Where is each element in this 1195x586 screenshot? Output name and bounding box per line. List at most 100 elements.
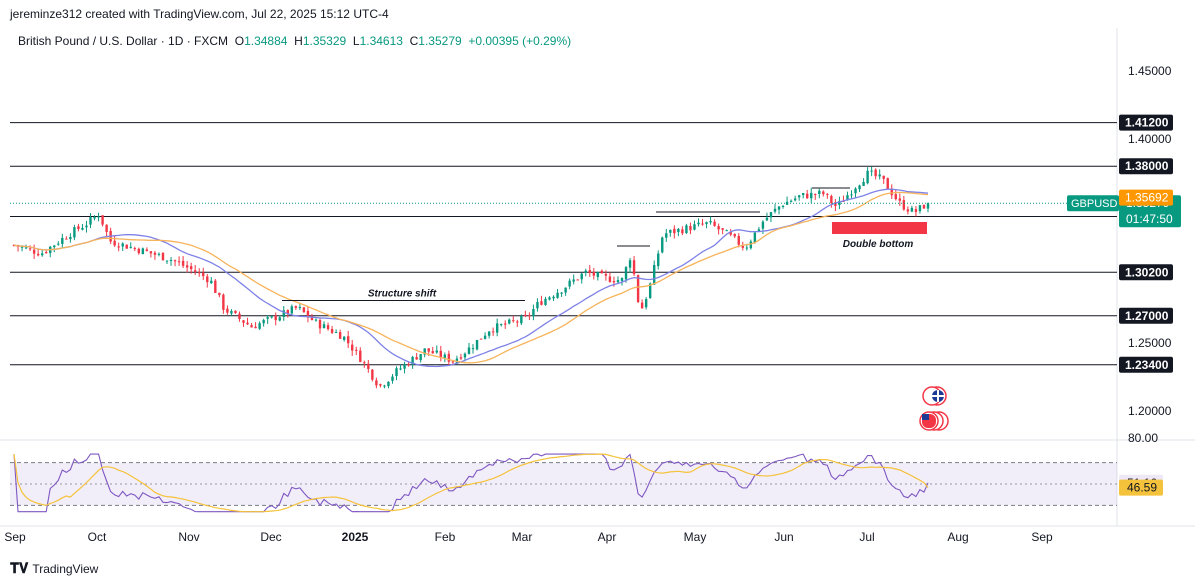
candle-body: [568, 280, 571, 287]
candle-body: [528, 315, 531, 317]
candle-body: [862, 181, 865, 186]
candle-body: [165, 260, 169, 262]
candle-body: [129, 246, 132, 248]
candle-body: [737, 236, 740, 245]
candle-body: [77, 226, 80, 229]
candle-body: [729, 231, 732, 235]
candle-body: [592, 271, 596, 276]
candle-body: [552, 296, 555, 299]
candle-body: [20, 246, 24, 248]
candle-body: [246, 322, 249, 325]
candle-body: [375, 380, 378, 386]
candle-body: [367, 363, 370, 369]
candle-body: [298, 307, 302, 309]
candle-body: [850, 194, 853, 196]
candle-body: [600, 270, 604, 274]
candle-body: [294, 306, 298, 308]
low-label: L: [352, 34, 360, 48]
rsi-line: [13, 453, 929, 513]
candle-body: [693, 224, 696, 230]
candle-body: [733, 233, 736, 237]
candle-body: [834, 202, 837, 206]
double-bottom-zone: [832, 222, 927, 234]
candle-body: [125, 244, 128, 249]
candle-body: [524, 314, 527, 316]
countdown-label: 01:47:50: [1126, 212, 1173, 226]
close-value: 1.35279: [418, 34, 462, 48]
structure-shift-label: Structure shift: [368, 288, 437, 299]
candle-body: [57, 243, 60, 245]
candle-body: [431, 351, 434, 354]
candle-body: [677, 228, 680, 233]
footer: 𝐓𝐕 TradingView: [10, 560, 98, 577]
rsi-ma-label: 46.59: [1127, 481, 1157, 495]
candle-body: [661, 237, 664, 253]
candle-body: [556, 292, 559, 298]
level-badge: [1119, 158, 1173, 175]
candle-body: [721, 228, 724, 230]
candle-body: [113, 240, 116, 246]
candles: [12, 166, 930, 389]
open-value: 1.34884: [244, 34, 288, 48]
candle-body: [669, 229, 672, 233]
rsi-ma-line: [13, 453, 929, 513]
candle-body: [495, 323, 499, 333]
credit-text: jereminze312 created with TradingView.co…: [10, 7, 389, 21]
candle-body: [697, 222, 700, 225]
candle-body: [302, 307, 306, 313]
candle-body: [258, 323, 261, 329]
candle-body: [202, 272, 205, 277]
candle-body: [858, 185, 861, 190]
tradingview-logo-icon[interactable]: 𝐓𝐕: [10, 560, 29, 576]
candle-body: [709, 221, 712, 223]
level-badge: [1119, 264, 1173, 281]
time-tick-label: Sep: [1031, 530, 1053, 544]
price-tick-label: 1.20000: [1128, 404, 1172, 418]
candle-body: [326, 325, 330, 330]
candle-body: [499, 324, 503, 326]
ma-slow-line: [13, 191, 929, 364]
candle-body: [636, 275, 640, 303]
candle-body: [435, 350, 438, 353]
candle-body: [801, 193, 805, 196]
candle-body: [544, 298, 547, 305]
candle-body: [894, 194, 897, 200]
candle-body: [491, 331, 495, 333]
symbol-name[interactable]: British Pound / U.S. Dollar · 1D · FXCM: [18, 34, 229, 48]
candle-body: [238, 313, 241, 319]
candle-body: [584, 270, 587, 273]
candle-body: [487, 331, 491, 336]
candle-body: [403, 364, 406, 369]
candle-body: [282, 310, 285, 317]
rsi-tick-label: 80.00: [1128, 431, 1158, 445]
candle-body: [97, 216, 100, 218]
candle-body: [673, 228, 676, 234]
candle-body: [705, 222, 708, 225]
candle-body: [463, 353, 467, 358]
candle-body: [870, 170, 873, 172]
candle-body: [479, 338, 483, 340]
candle-body: [560, 292, 563, 294]
candle-body: [451, 361, 455, 363]
candle-body: [866, 170, 869, 184]
candle-body: [65, 238, 68, 240]
level-label: 1.23400: [1125, 358, 1169, 372]
candle-body: [632, 260, 636, 275]
candle-body: [777, 206, 781, 210]
candle-body: [157, 253, 161, 255]
candle-body: [540, 301, 543, 305]
candle-body: [355, 349, 358, 351]
candle-body: [749, 241, 753, 249]
candle-body: [36, 253, 40, 256]
footer-brand: TradingView: [32, 562, 99, 576]
candle-body: [854, 188, 857, 194]
candle-body: [290, 306, 294, 314]
candle-body: [882, 175, 885, 179]
candle-body: [270, 316, 273, 318]
candle-body: [173, 260, 177, 262]
candle-body: [681, 229, 684, 234]
candle-body: [218, 292, 221, 296]
candle-body: [781, 205, 785, 207]
candle-body: [133, 248, 136, 250]
